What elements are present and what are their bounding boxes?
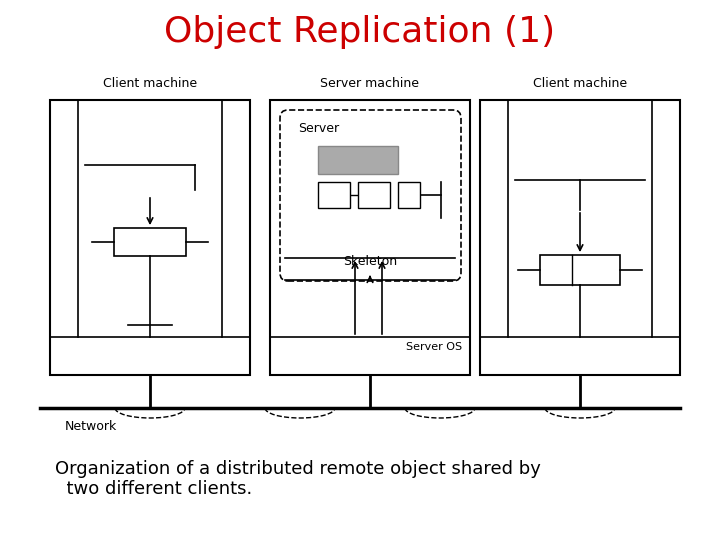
Bar xyxy=(270,100,470,375)
Text: Network: Network xyxy=(65,420,117,433)
Bar xyxy=(398,182,420,208)
Bar xyxy=(540,255,620,285)
Bar xyxy=(318,182,350,208)
Bar xyxy=(480,337,680,375)
Text: Client machine: Client machine xyxy=(533,77,627,90)
Bar xyxy=(50,100,250,375)
Text: Server OS: Server OS xyxy=(406,342,462,352)
Text: Client machine: Client machine xyxy=(103,77,197,90)
Bar xyxy=(318,146,398,174)
Bar xyxy=(50,337,250,375)
Bar xyxy=(270,337,470,375)
Bar xyxy=(480,100,680,375)
Text: Organization of a distributed remote object shared by: Organization of a distributed remote obj… xyxy=(55,460,541,478)
Bar xyxy=(358,182,390,208)
Text: Server: Server xyxy=(298,122,339,135)
Bar xyxy=(114,228,186,256)
Text: Server machine: Server machine xyxy=(320,77,420,90)
Text: Skeleton: Skeleton xyxy=(343,255,397,268)
Text: two different clients.: two different clients. xyxy=(55,480,252,498)
Text: Object Replication (1): Object Replication (1) xyxy=(164,15,556,49)
